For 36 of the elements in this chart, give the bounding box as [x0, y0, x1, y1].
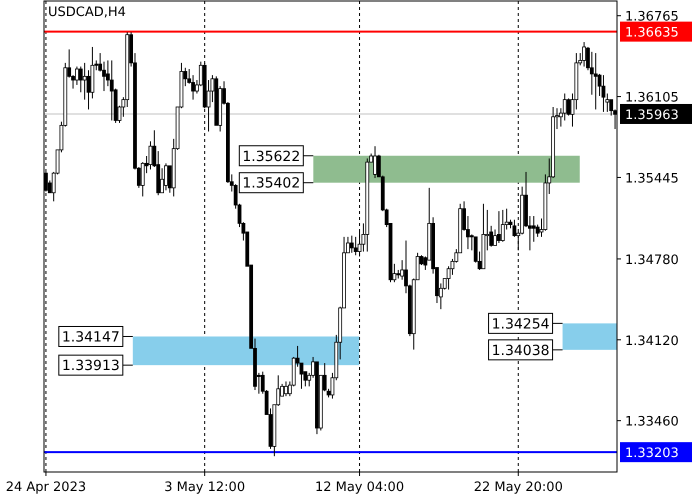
- candlestick: [354, 236, 358, 256]
- candlestick: [602, 74, 606, 112]
- x-tick-label: 24 Apr 2023: [6, 480, 86, 495]
- y-tick-label: 1.36765: [625, 10, 679, 25]
- y-tick-label: 1.36105: [625, 90, 679, 106]
- y-tick-label: 1.35445: [625, 171, 679, 186]
- ref-line-label: 1.35963: [625, 108, 679, 123]
- candlestick: [500, 209, 505, 242]
- candlestick: [75, 66, 79, 86]
- candlestick: [164, 162, 168, 191]
- candlestick: [160, 168, 164, 194]
- annotation: 1.35402: [242, 176, 300, 192]
- candlestick: [110, 60, 114, 121]
- candlestick: [497, 210, 501, 244]
- annotation: 1.34254: [492, 316, 550, 332]
- y-tick-label: 1.34780: [625, 252, 679, 268]
- x-tick-label: 12 May 04:00: [314, 480, 404, 495]
- candlestick: [82, 62, 87, 100]
- ref-line-label: 1.33203: [625, 446, 679, 462]
- candlestick: [373, 146, 377, 179]
- candlestick: [594, 52, 598, 110]
- candlestick: [350, 235, 354, 254]
- candlestick: [566, 98, 571, 116]
- y-tick-label: 1.33460: [625, 414, 679, 430]
- y-tick-label: 1.34120: [625, 334, 679, 349]
- candlestick: [148, 140, 152, 170]
- candlestick: [284, 380, 288, 397]
- annotation: 1.34038: [492, 342, 550, 359]
- annotation: 1.35622: [242, 148, 300, 165]
- annotation: 1.34147: [62, 329, 120, 346]
- chart-title: USDCAD,H4: [48, 5, 126, 20]
- annotation: 1.33913: [62, 358, 120, 374]
- x-tick-label: 22 May 20:00: [474, 480, 563, 495]
- x-tick-label: 3 May 12:00: [164, 480, 246, 495]
- ref-line-label: 1.36635: [625, 26, 679, 41]
- candlestick: [582, 42, 586, 68]
